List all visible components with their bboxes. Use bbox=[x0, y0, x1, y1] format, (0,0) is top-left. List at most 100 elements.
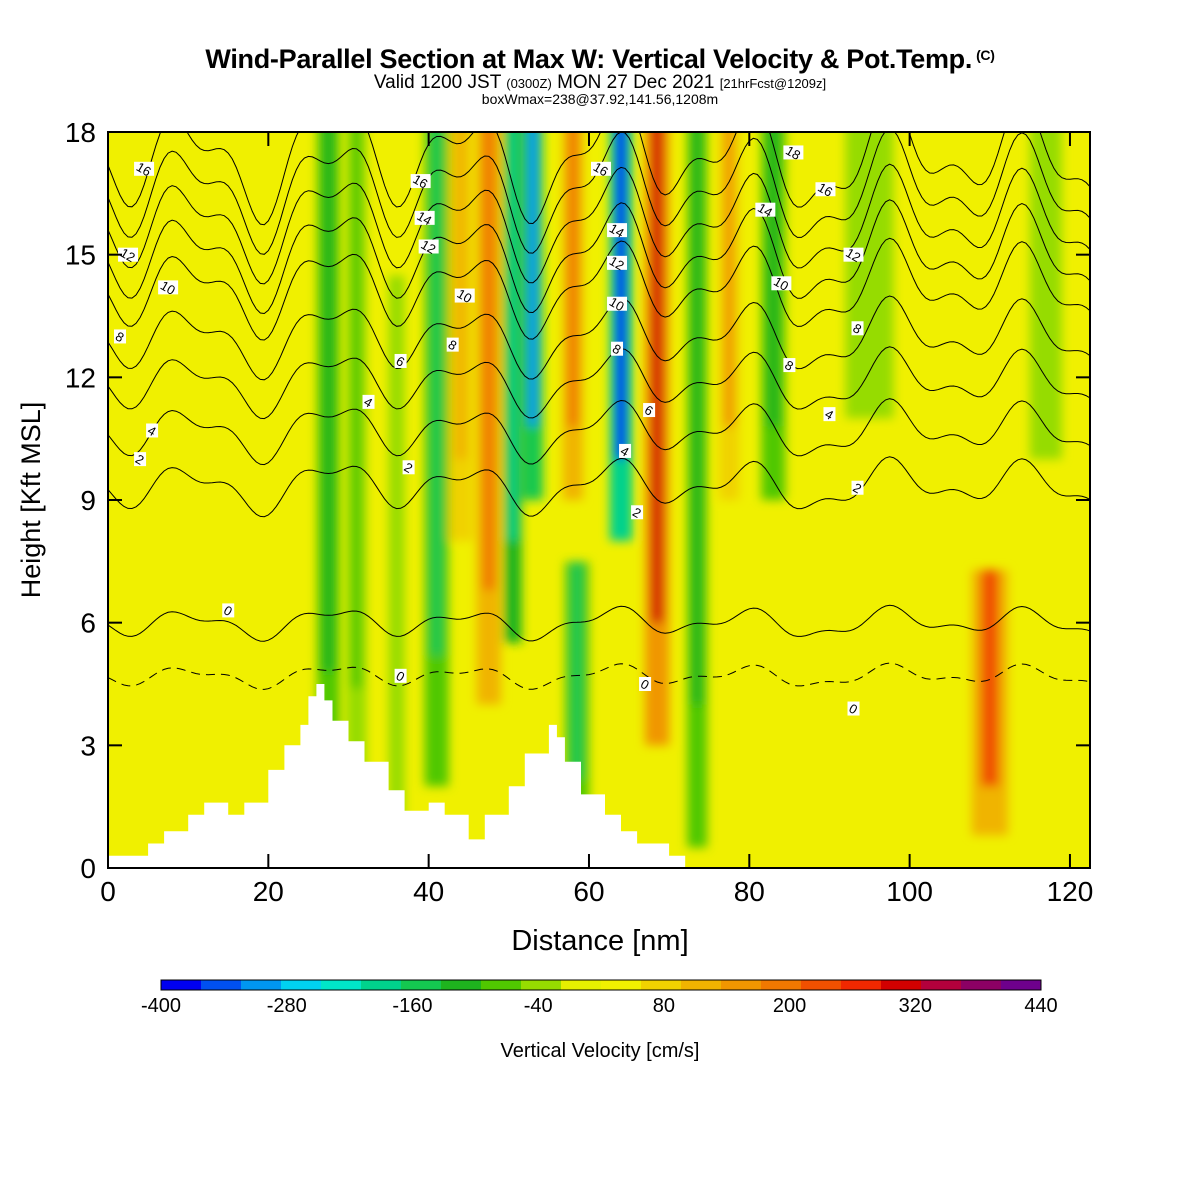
axis-ticks: 0 20 40 60 80 100 120 0 3 6 9 12 15 18 bbox=[65, 117, 1093, 907]
box-wmax-info: boxWmax=238@37.92,141.56,1208m bbox=[481, 91, 719, 107]
contour-label-box bbox=[843, 247, 864, 262]
contour-label-box bbox=[134, 161, 155, 176]
colorbar-swatch bbox=[201, 980, 242, 990]
y-tick-label: 6 bbox=[80, 608, 96, 639]
x-tick-label: 120 bbox=[1047, 876, 1094, 907]
colorbar-swatch bbox=[321, 980, 362, 990]
contour-label-box bbox=[414, 210, 435, 225]
contour-label-box bbox=[783, 358, 796, 373]
w-band-core bbox=[454, 132, 467, 460]
x-tick-label: 40 bbox=[413, 876, 444, 907]
w-band-core bbox=[482, 132, 495, 590]
contour-label-box bbox=[114, 329, 127, 344]
theta-contour bbox=[108, 662, 1090, 690]
contour-label-box bbox=[591, 161, 612, 176]
colorbar-swatch bbox=[601, 980, 642, 990]
contour-label-box bbox=[607, 296, 628, 311]
w-band-core bbox=[1037, 132, 1054, 394]
contour-label-box bbox=[815, 182, 836, 197]
contour-label-box bbox=[446, 337, 459, 352]
contour-label: 12 bbox=[418, 237, 438, 257]
colorbar-swatch bbox=[241, 980, 282, 990]
colorbar-swatch bbox=[161, 980, 202, 990]
contour-label: 16 bbox=[815, 180, 835, 200]
colorbar-tick-label: 320 bbox=[899, 995, 932, 1017]
y-tick-label: 3 bbox=[80, 730, 96, 761]
contour-label-box bbox=[607, 255, 628, 270]
contour-label: 16 bbox=[410, 171, 430, 191]
contour-label-box bbox=[611, 341, 624, 356]
valid-date: MON 27 Dec 2021 bbox=[557, 72, 715, 93]
contour-label-box bbox=[639, 677, 652, 691]
valid-time-line: Valid 1200 JST (0300Z) MON 27 Dec 2021 [… bbox=[0, 73, 1200, 94]
y-tick-label: 0 bbox=[80, 853, 96, 884]
chart-title-text: Wind-Parallel Section at Max W: Vertical… bbox=[205, 44, 973, 74]
colorbar-swatch bbox=[881, 980, 922, 990]
w-band-core bbox=[651, 132, 664, 623]
colorbar-swatch bbox=[681, 980, 722, 990]
contour-label-box bbox=[771, 276, 792, 291]
x-tick-label: 100 bbox=[886, 876, 933, 907]
w-band-core bbox=[570, 561, 583, 779]
contour-label-box bbox=[394, 668, 407, 683]
valid-prefix: Valid 1200 JST bbox=[373, 72, 501, 93]
contour-label-box bbox=[619, 443, 632, 458]
colorbar-swatch bbox=[281, 980, 322, 990]
x-tick-label: 80 bbox=[734, 876, 765, 907]
contour-label: 16 bbox=[591, 159, 611, 179]
contour-label-box bbox=[418, 239, 439, 254]
terrain bbox=[108, 684, 686, 868]
contour-label-box bbox=[402, 460, 415, 475]
colorbar-swatch bbox=[441, 980, 482, 990]
colorbar-swatch bbox=[801, 980, 842, 990]
forecast-info: [21hrFcst@1209z] bbox=[719, 76, 827, 91]
plot-background bbox=[108, 132, 1090, 868]
colorbar-tick-label: -40 bbox=[524, 995, 553, 1017]
colorbar-tick-label: -280 bbox=[267, 995, 307, 1017]
colorbar-swatch bbox=[561, 980, 602, 990]
contour-label: 14 bbox=[607, 220, 627, 240]
contour-label: 12 bbox=[118, 245, 138, 265]
colorbar-swatch bbox=[961, 980, 1002, 990]
contour-label-box bbox=[643, 403, 656, 418]
y-tick-label: 15 bbox=[65, 240, 96, 271]
colorbar: -400 -280 -160 -40 80 200 320 440 bbox=[141, 979, 1058, 1017]
w-band-core bbox=[508, 132, 518, 541]
contour-label: 14 bbox=[414, 208, 434, 228]
y-tick-label: 18 bbox=[65, 117, 96, 148]
w-band-core bbox=[430, 132, 443, 656]
theta-contour bbox=[108, 237, 1090, 341]
contour-label: 18 bbox=[783, 143, 803, 163]
contour-label-box bbox=[410, 174, 431, 189]
theta-contour bbox=[108, 132, 1090, 226]
colorbar-swatch bbox=[521, 980, 562, 990]
y-tick-label: 9 bbox=[80, 485, 96, 516]
contour-label-box bbox=[607, 223, 628, 238]
contour-label-box bbox=[631, 505, 644, 520]
contour-label: 12 bbox=[843, 245, 863, 265]
contour-label-box bbox=[394, 353, 407, 368]
theta-contour bbox=[108, 456, 1090, 518]
theta-contour bbox=[108, 295, 1090, 381]
contour-label-box bbox=[158, 280, 179, 295]
theta-contour bbox=[108, 199, 1090, 315]
colorbar-swatch bbox=[641, 980, 682, 990]
contour-label-box bbox=[847, 701, 860, 716]
x-axis-label: Distance [nm] bbox=[511, 925, 688, 957]
w-band-core bbox=[322, 132, 335, 672]
contour-label-box bbox=[755, 202, 776, 217]
y-axis-label: Height [Kft MSL] bbox=[16, 402, 46, 599]
contour-label: 10 bbox=[607, 294, 627, 314]
w-band-core bbox=[527, 132, 538, 427]
title-mark: (C) bbox=[976, 47, 995, 63]
w-band-core bbox=[724, 132, 735, 427]
colorbar-swatch bbox=[921, 980, 962, 990]
contour-label-box bbox=[851, 321, 864, 336]
theta-contour bbox=[108, 346, 1090, 420]
w-band-core bbox=[692, 132, 703, 705]
contour-label-box bbox=[134, 452, 147, 467]
colorbar-swatch bbox=[761, 980, 802, 990]
contour-label-box bbox=[823, 407, 836, 422]
colorbar-swatch bbox=[841, 980, 882, 990]
